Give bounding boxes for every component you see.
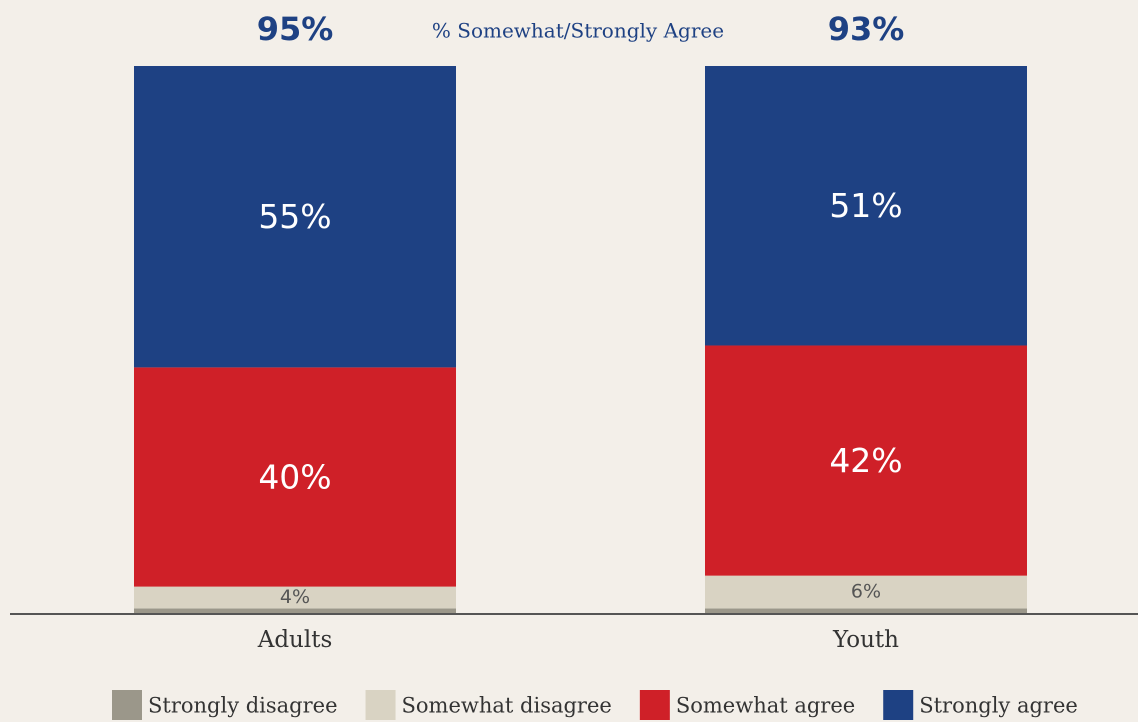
data-label: 6% (851, 581, 881, 603)
bar-segment (705, 66, 1027, 346)
legend-label: Strongly disagree (148, 694, 338, 718)
data-label: 55% (258, 197, 331, 236)
legend-label: Strongly agree (919, 694, 1078, 718)
legend-swatch (883, 690, 914, 720)
legend-swatch (112, 690, 142, 720)
data-label: 42% (829, 441, 902, 480)
bar-segment (134, 367, 456, 587)
legend-label: Somewhat disagree (402, 694, 612, 718)
legend-label: Somewhat agree (676, 694, 855, 718)
data-label: 51% (829, 186, 902, 225)
total-label: 95% (257, 10, 334, 48)
total-label: 93% (828, 10, 905, 48)
legend-swatch (365, 690, 396, 720)
bar-segment (134, 586, 456, 609)
x-tick-label: Adults (257, 627, 333, 653)
legend-swatch (639, 690, 670, 720)
data-label: 40% (258, 458, 331, 497)
bar-segment (705, 608, 1027, 614)
bar-segment (134, 66, 456, 368)
data-label: 4% (280, 586, 310, 608)
totals-label: % Somewhat/Strongly Agree (432, 19, 724, 43)
x-tick-label: Youth (832, 627, 899, 653)
bar-segment (705, 575, 1027, 609)
bar-segment (705, 345, 1027, 576)
bar-segment (134, 608, 456, 614)
